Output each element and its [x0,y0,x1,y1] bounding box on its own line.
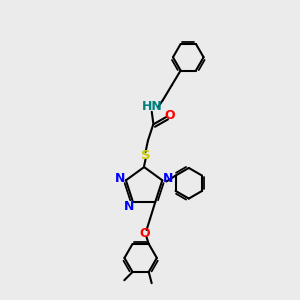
Text: S: S [141,149,150,162]
Text: N: N [124,200,135,213]
Text: O: O [164,109,175,122]
Text: N: N [163,172,173,185]
Text: HN: HN [141,100,162,113]
Text: N: N [115,172,126,185]
Text: O: O [140,227,150,240]
